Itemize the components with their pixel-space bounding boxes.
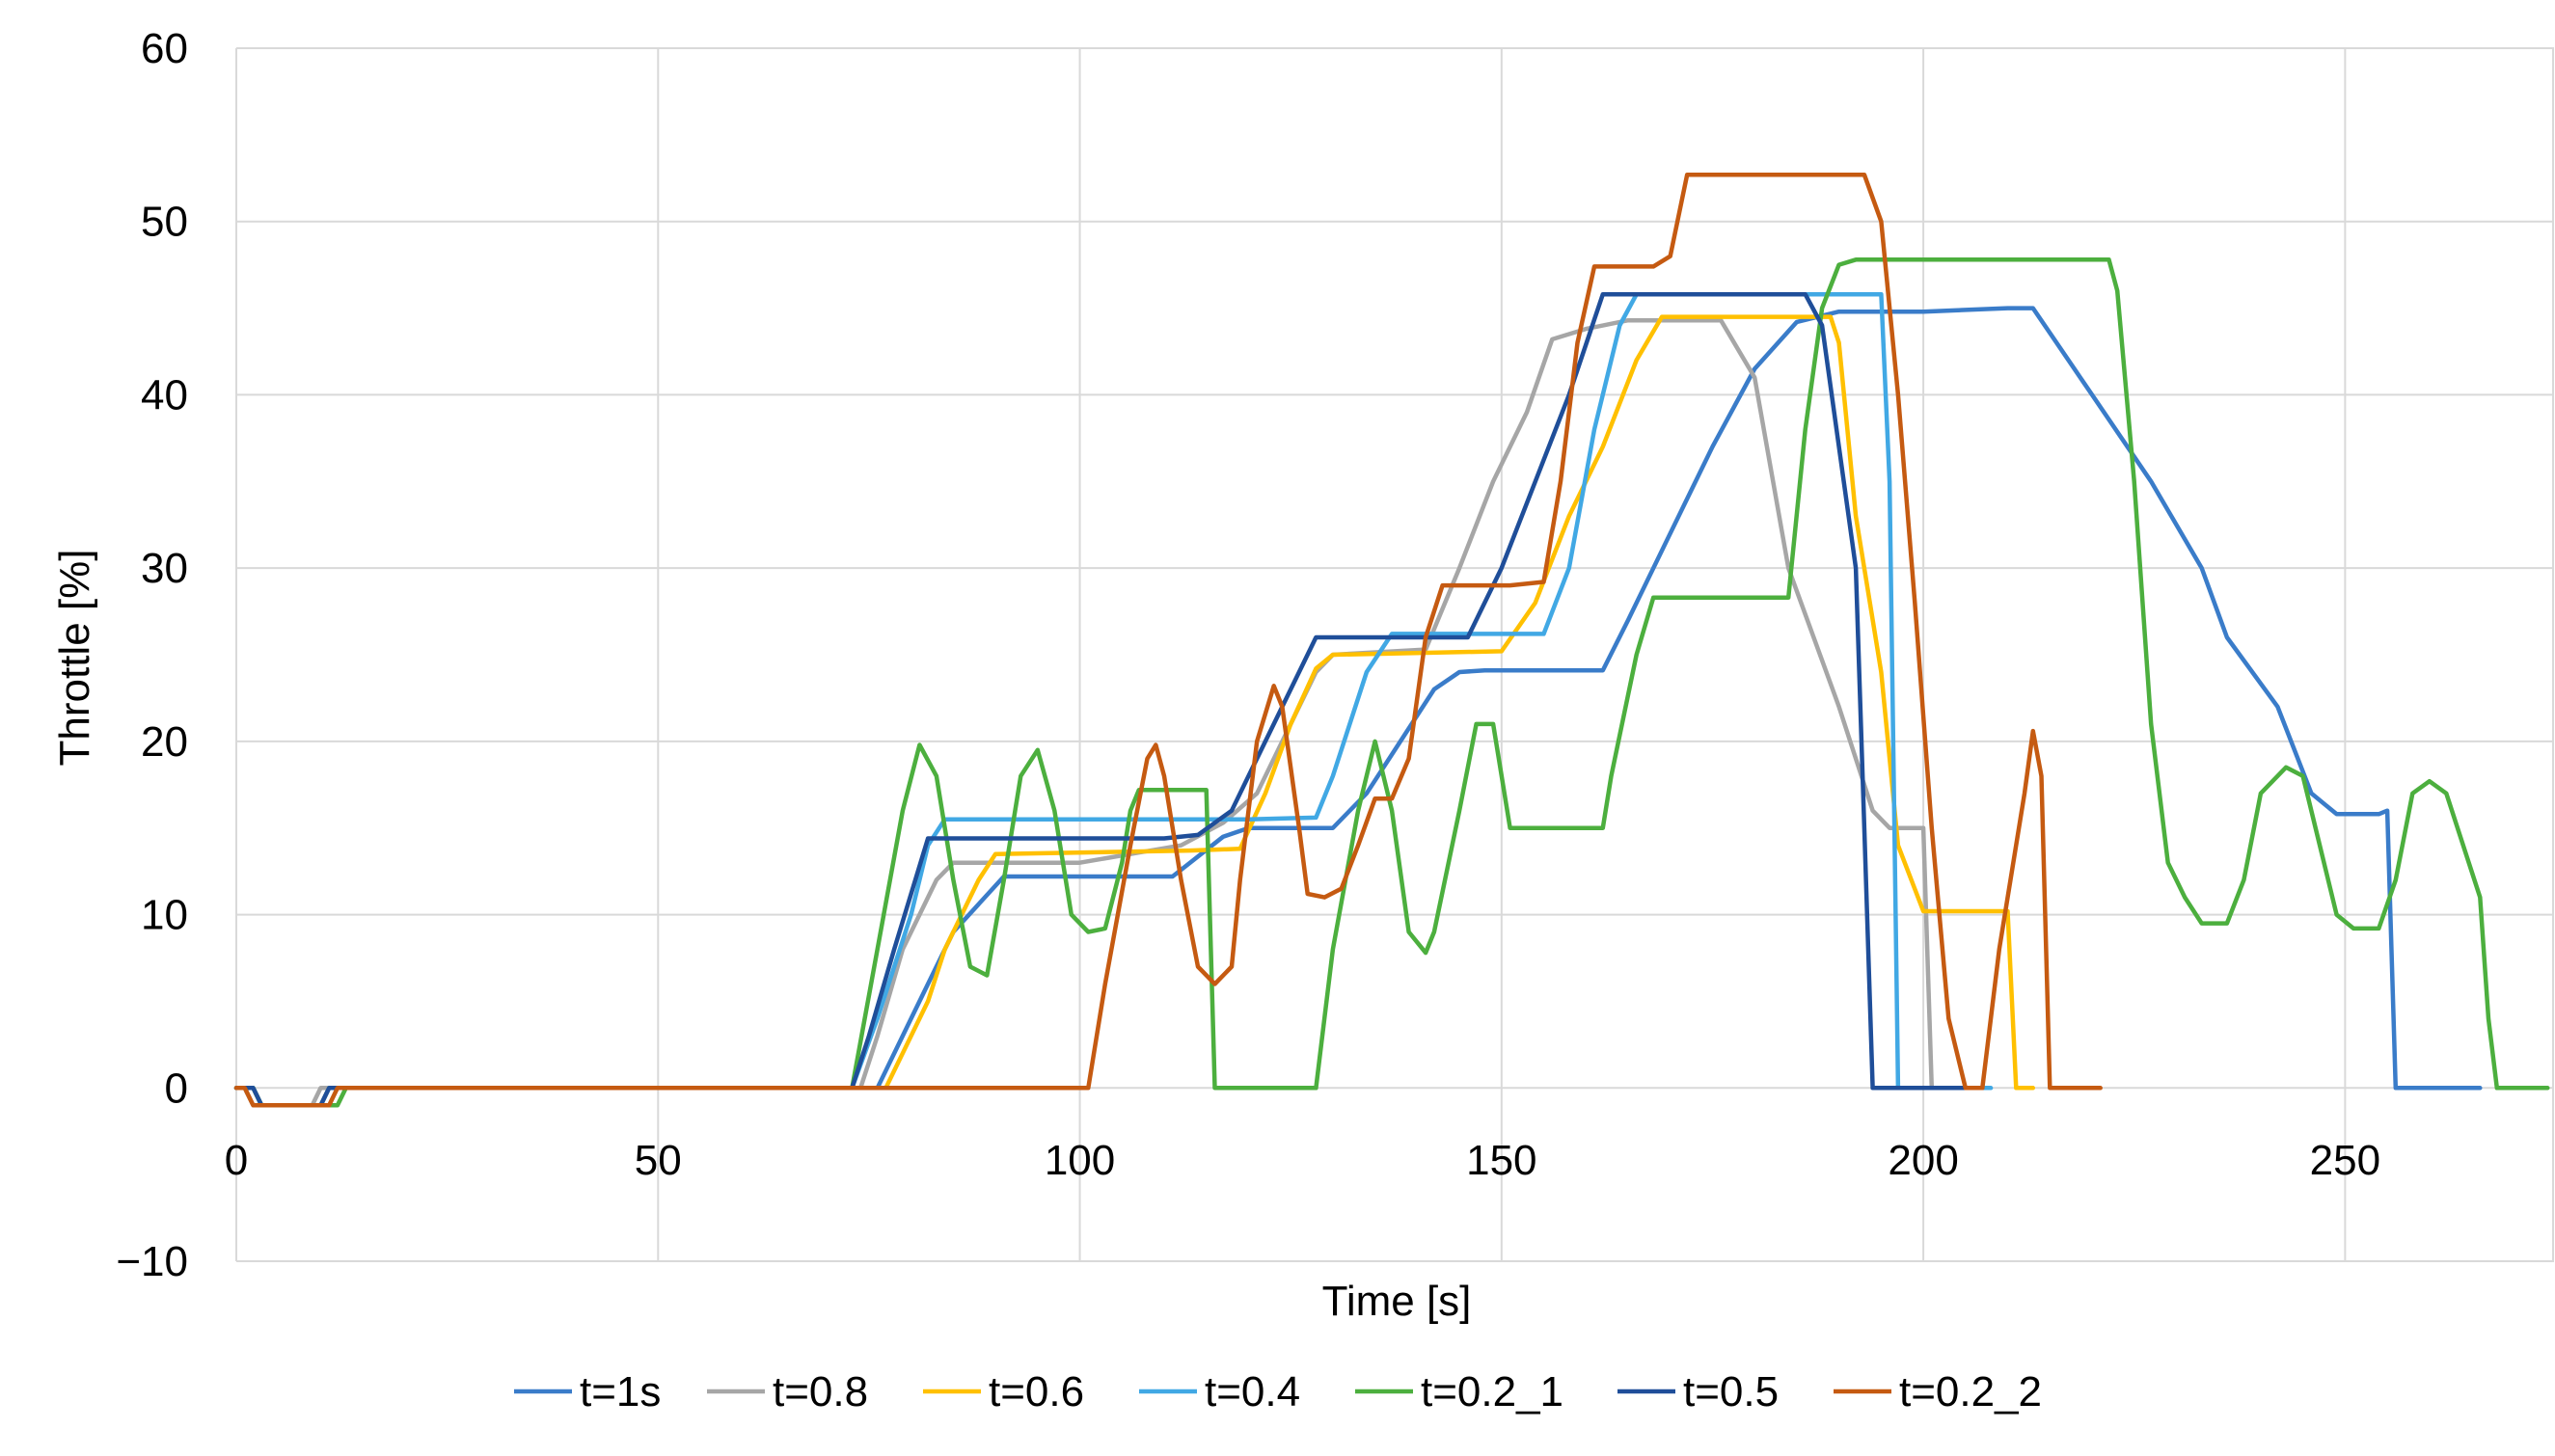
- series-line-t=0.5: [233, 291, 1985, 1108]
- legend-item: t=1s: [514, 1368, 661, 1416]
- legend-label: t=0.8: [773, 1368, 868, 1416]
- legend: t=1s t=0.8 t=0.6 t=0.4 t=0.2_1 t=0.5 t=0.2_2: [514, 1368, 2042, 1416]
- legend-item: t=0.2_1: [1355, 1368, 1563, 1416]
- x-tick-label: 200: [1888, 1137, 1958, 1184]
- x-tick-label: 150: [1466, 1137, 1536, 1184]
- legend-item: t=0.5: [1617, 1368, 1779, 1416]
- legend-label: t=0.2_2: [1899, 1368, 2042, 1416]
- legend-item: t=0.2_2: [1834, 1368, 2042, 1416]
- y-tick-label: 30: [141, 545, 188, 592]
- grid-layer: [235, 47, 2554, 1262]
- series-line-t=0.8: [233, 317, 1951, 1108]
- y-tick-label: 50: [141, 199, 188, 246]
- x-axis-title: Time [s]: [1322, 1278, 1472, 1325]
- x-tick-label: 0: [225, 1137, 248, 1184]
- series-layer: [233, 172, 2550, 1108]
- legend-label: t=0.6: [989, 1368, 1084, 1416]
- legend-label: t=0.2_1: [1421, 1368, 1563, 1416]
- y-tick-label: 40: [141, 371, 188, 418]
- series-line-t=0.2_2: [233, 172, 2103, 1108]
- x-tick-label: 50: [635, 1137, 682, 1184]
- series-line-t=0.2_1: [233, 257, 2550, 1108]
- legend-item: t=0.4: [1139, 1368, 1300, 1416]
- series-line-t=1s: [233, 306, 2483, 1108]
- y-tick-label: 20: [141, 718, 188, 766]
- y-tick-label: 60: [141, 25, 188, 72]
- tick-labels: −10 0 10 20 30 40 50 60 0 50 100 150 200 250: [116, 25, 2380, 1285]
- legend-label: t=0.4: [1205, 1368, 1300, 1416]
- legend-label: t=1s: [580, 1368, 661, 1416]
- legend-item: t=0.8: [707, 1368, 868, 1416]
- x-tick-label: 100: [1045, 1137, 1115, 1184]
- legend-label: t=0.5: [1683, 1368, 1779, 1416]
- y-tick-label: 10: [141, 892, 188, 939]
- x-tick-label: 250: [2310, 1137, 2380, 1184]
- y-axis-title: Throttle [%]: [51, 550, 98, 767]
- y-tick-label: 0: [165, 1065, 188, 1112]
- legend-item: t=0.6: [923, 1368, 1084, 1416]
- y-tick-label: −10: [116, 1238, 188, 1285]
